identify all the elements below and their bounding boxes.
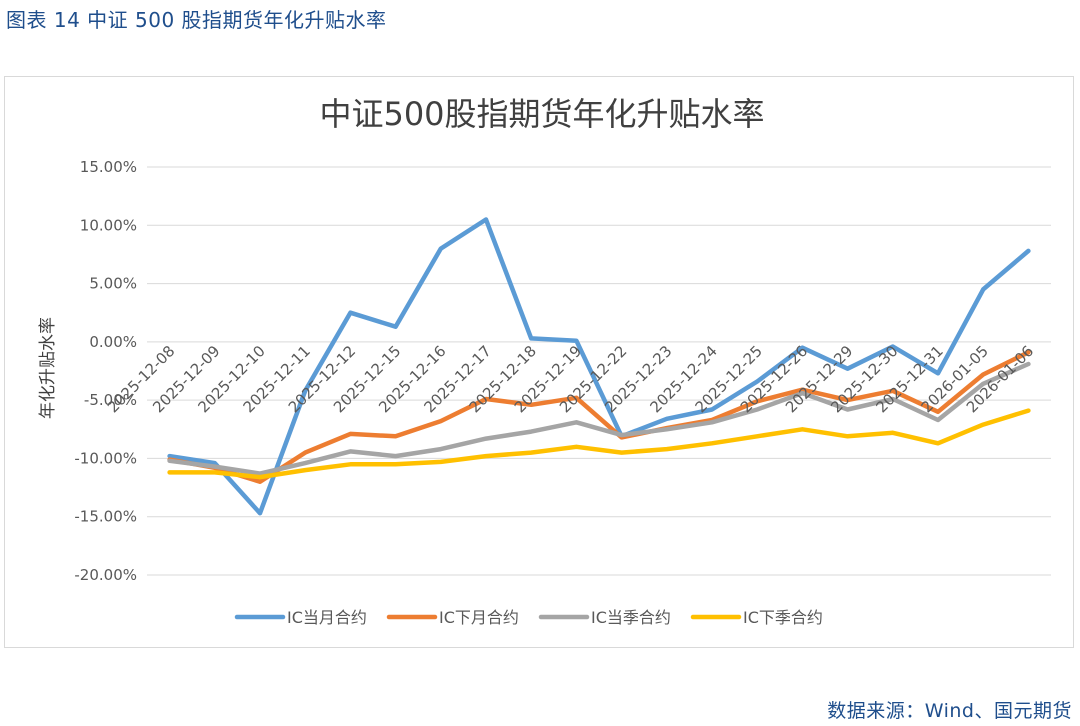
y-tick-label: 5.00% — [89, 275, 137, 293]
x-tick-labels: 2025-12-082025-12-092025-12-102025-12-11… — [104, 342, 1037, 416]
y-axis-label: 年化升贴水率 — [38, 317, 58, 419]
y-tick-label: 0.00% — [89, 333, 137, 351]
y-tick-label: 10.00% — [80, 216, 137, 234]
legend-label: IC当季合约 — [591, 608, 671, 627]
legend-label: IC当月合约 — [287, 608, 367, 627]
series-lines — [167, 217, 1031, 516]
series-line — [167, 408, 1031, 480]
y-tick-label: -10.00% — [74, 449, 137, 467]
legend-label: IC下月合约 — [439, 608, 519, 627]
line-chart: 中证500股指期货年化升贴水率 年化升贴水率 15.00% 10.00% 5.00%… — [38, 95, 1051, 627]
chart-title: 中证500股指期货年化升贴水率 — [319, 95, 764, 133]
y-tick-label: -15.00% — [74, 508, 137, 526]
chart-frame: 中证500股指期货年化升贴水率 年化升贴水率 15.00% 10.00% 5.00%… — [4, 76, 1074, 648]
figure-caption: 图表 14 中证 500 股指期货年化升贴水率 — [6, 8, 387, 32]
series-line — [167, 350, 1031, 484]
y-tick-labels: 15.00% 10.00% 5.00% 0.00% -5.00% -10.00% -15.0… — [74, 158, 137, 584]
legend-label: IC下季合约 — [743, 608, 823, 627]
series-line — [167, 217, 1031, 516]
source-note: 数据来源：Wind、国元期货 — [827, 700, 1072, 722]
series-line — [167, 361, 1031, 476]
y-tick-label: -5.00% — [84, 391, 137, 409]
y-tick-label: 15.00% — [80, 158, 137, 176]
y-tick-label: -20.00% — [74, 566, 137, 584]
legend: IC当月合约 IC下月合约 IC当季合约 IC下季合约 — [234, 608, 823, 627]
